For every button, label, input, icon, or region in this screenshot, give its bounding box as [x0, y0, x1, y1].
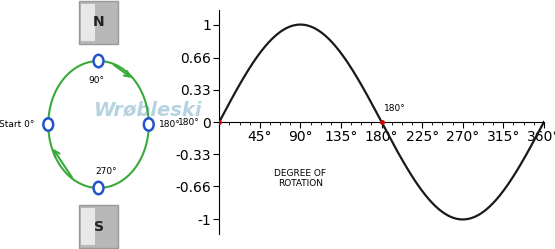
- FancyBboxPatch shape: [81, 4, 94, 41]
- Text: N: N: [93, 15, 104, 29]
- Text: 180°: 180°: [178, 118, 199, 126]
- Circle shape: [43, 118, 53, 131]
- FancyBboxPatch shape: [79, 1, 118, 44]
- Circle shape: [94, 55, 103, 67]
- Circle shape: [144, 118, 154, 131]
- FancyBboxPatch shape: [81, 208, 94, 245]
- Text: 180°: 180°: [384, 104, 406, 113]
- Text: Start 0°: Start 0°: [0, 120, 34, 129]
- Text: 180°: 180°: [159, 120, 180, 129]
- Text: S: S: [93, 220, 104, 234]
- Text: Wrøbleski: Wrøbleski: [94, 100, 202, 119]
- Text: DEGREE OF
ROTATION: DEGREE OF ROTATION: [274, 169, 326, 188]
- Text: 90°: 90°: [89, 76, 104, 85]
- Circle shape: [94, 182, 103, 194]
- Text: 270°: 270°: [95, 167, 117, 176]
- FancyBboxPatch shape: [79, 205, 118, 248]
